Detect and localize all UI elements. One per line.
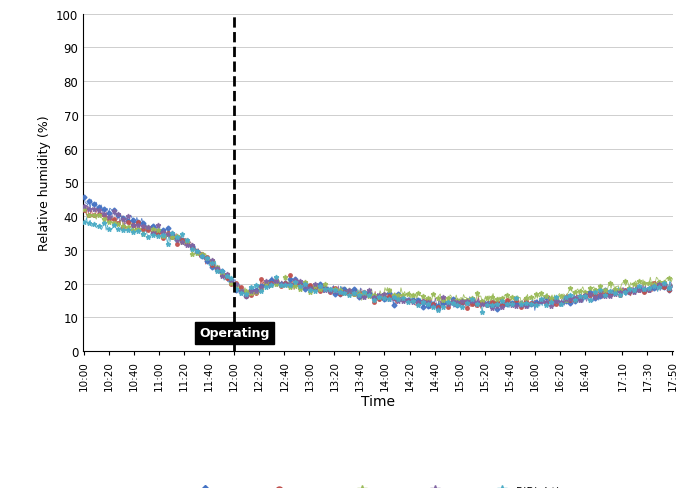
Text: Operating: Operating bbox=[199, 326, 269, 340]
Y-axis label: Relative humidity (%): Relative humidity (%) bbox=[37, 115, 51, 251]
X-axis label: Time: Time bbox=[362, 394, 395, 408]
Legend: 1(Front), 2(Center), 3(Back), 4(Left), 5(Right): 1(Front), 2(Center), 3(Back), 4(Left), 5… bbox=[192, 482, 564, 488]
